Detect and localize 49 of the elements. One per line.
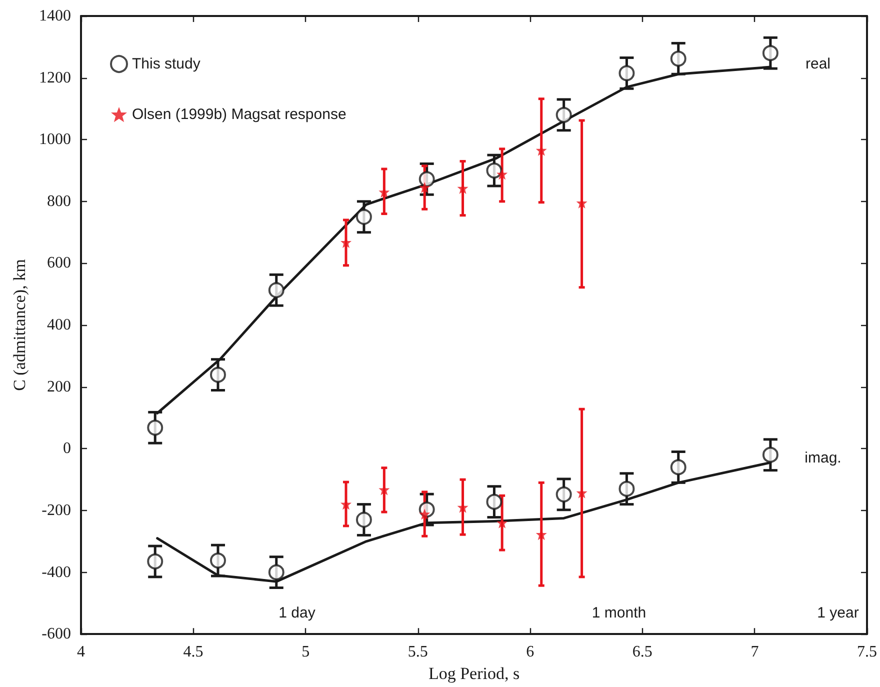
- point: [268, 282, 284, 298]
- annotation: 1 month: [592, 604, 646, 622]
- point: [419, 182, 430, 194]
- y-tick-label: 1000: [39, 131, 71, 148]
- y-tick-label: 1400: [39, 8, 71, 24]
- point: [356, 512, 372, 528]
- y-tick-label: 0: [63, 440, 71, 458]
- point: [762, 446, 778, 463]
- point: [618, 480, 635, 497]
- legend-label: This study: [132, 56, 201, 72]
- legend-label: Olsen (1999b) Magsat response: [132, 106, 346, 124]
- point: [556, 106, 572, 123]
- point: [670, 50, 686, 67]
- annotation: 1 year: [817, 604, 859, 622]
- point: [496, 168, 508, 180]
- point: [486, 162, 502, 179]
- point: [147, 553, 164, 570]
- x-tick-label: 5: [302, 644, 310, 661]
- y-axis-title: C (admittance), km: [10, 259, 30, 391]
- annotation: imag.: [804, 450, 842, 466]
- point: [356, 208, 372, 225]
- x-tick-label: 7.5: [857, 644, 877, 661]
- point: [670, 459, 686, 476]
- y-tick-label: 600: [47, 254, 71, 272]
- point: [486, 494, 502, 510]
- y-tick-label: 400: [47, 316, 71, 334]
- x-axis-title: Log Period, s: [428, 664, 520, 683]
- x-tick-label: 5.5: [408, 644, 428, 661]
- y-tick-label: 800: [47, 192, 71, 210]
- point: [418, 171, 435, 188]
- y-tick-label: 200: [47, 378, 71, 396]
- point: [147, 420, 164, 436]
- y-tick-label: -200: [42, 502, 71, 519]
- point: [556, 486, 572, 502]
- annotation: 1 day: [278, 604, 316, 622]
- x-tick-label: 6: [526, 644, 534, 661]
- annotation: real: [805, 56, 831, 72]
- x-tick-label: 4.5: [183, 644, 204, 661]
- point: [762, 45, 778, 62]
- point: [268, 564, 284, 580]
- x-tick-label: 4: [77, 644, 85, 661]
- y-tick-label: -400: [42, 564, 71, 581]
- y-tick-label: -600: [42, 626, 71, 643]
- point: [210, 366, 226, 383]
- point: [618, 65, 635, 82]
- x-tick-label: 6.5: [632, 644, 652, 661]
- x-tick-label: 7: [750, 644, 759, 661]
- point: [210, 552, 226, 569]
- y-tick-label: 1200: [39, 69, 71, 86]
